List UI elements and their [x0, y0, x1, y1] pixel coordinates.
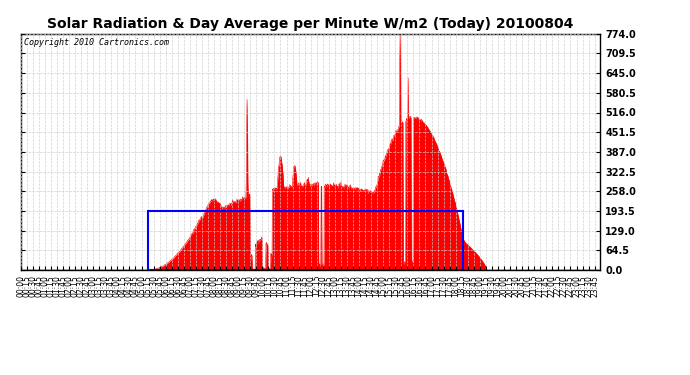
Title: Solar Radiation & Day Average per Minute W/m2 (Today) 20100804: Solar Radiation & Day Average per Minute…	[48, 17, 573, 31]
Text: Copyright 2010 Cartronics.com: Copyright 2010 Cartronics.com	[23, 39, 168, 48]
Bar	[148, 211, 462, 270]
